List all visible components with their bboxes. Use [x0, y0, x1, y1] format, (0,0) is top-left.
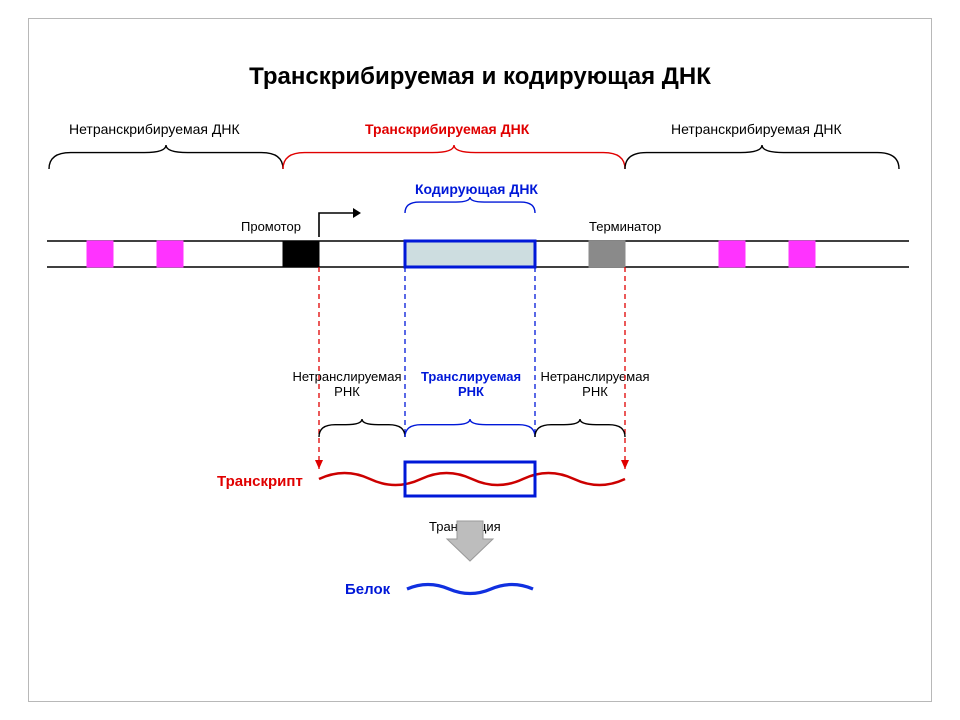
promoter-box: [283, 241, 319, 267]
diagram-canvas: [29, 19, 929, 699]
tss-arrow-icon: [319, 213, 353, 237]
coding-box: [405, 241, 535, 267]
brace-icon: [405, 419, 535, 437]
pink-box: [87, 241, 113, 267]
brace-icon: [405, 197, 535, 213]
brace-icon: [49, 145, 283, 169]
terminator-box: [589, 241, 625, 267]
transcript-wave: [319, 473, 625, 485]
arrowhead-icon: [315, 460, 323, 469]
arrowhead-icon: [353, 208, 361, 218]
brace-icon: [283, 145, 625, 169]
arrowhead-icon: [621, 460, 629, 469]
brace-icon: [535, 419, 625, 437]
translation-arrow-icon: [447, 521, 493, 561]
protein-wave: [407, 585, 533, 594]
pink-box: [789, 241, 815, 267]
brace-icon: [319, 419, 405, 437]
pink-box: [719, 241, 745, 267]
pink-box: [157, 241, 183, 267]
brace-icon: [625, 145, 899, 169]
